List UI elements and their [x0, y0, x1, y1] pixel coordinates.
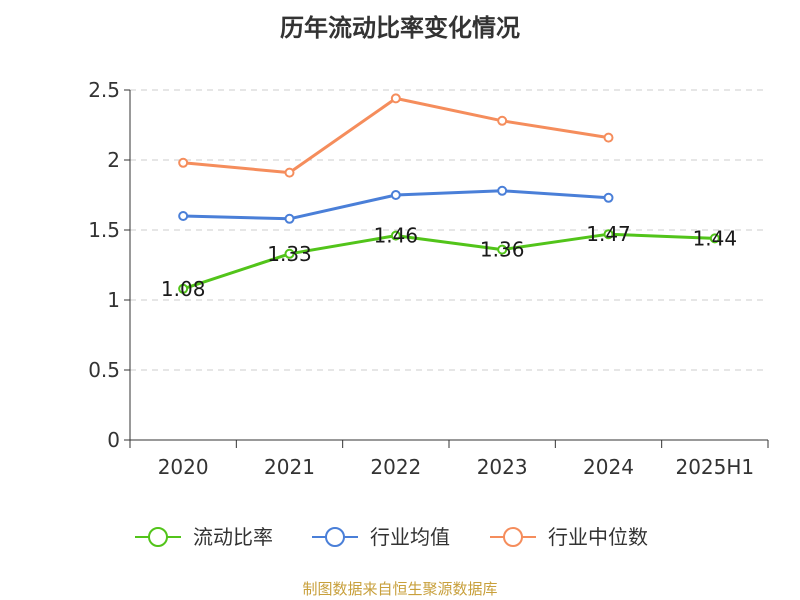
- data-point: [497, 244, 508, 255]
- data-label: 1.44: [693, 226, 738, 250]
- data-point: [603, 192, 614, 203]
- source-note: 制图数据来自恒生聚源数据库: [302, 580, 498, 598]
- data-point: [284, 167, 295, 178]
- y-tick-label: 2.5: [88, 78, 120, 102]
- x-tick-label: 2025H1: [675, 455, 754, 479]
- data-point: [603, 229, 614, 240]
- chart-title: 历年流动比率变化情况: [280, 14, 520, 42]
- y-tick-label: 0.5: [88, 358, 120, 382]
- legend-marker: [503, 527, 523, 547]
- legend-label: 行业均值: [370, 525, 450, 549]
- series-line: [182, 232, 715, 291]
- data-label: 1.08: [161, 277, 206, 301]
- data-point: [497, 185, 508, 196]
- data-point: [178, 283, 189, 294]
- series-line: [183, 96, 609, 175]
- data-point: [390, 93, 401, 104]
- data-point: [178, 211, 189, 221]
- x-tick-label: 2020: [158, 455, 209, 479]
- x-tick-label: 2021: [264, 455, 315, 479]
- x-tick-label: 2022: [370, 455, 421, 479]
- legend-marker: [148, 527, 168, 547]
- y-tick-label: 1: [107, 288, 120, 312]
- data-point: [284, 248, 295, 259]
- legend-label: 流动比率: [193, 525, 273, 549]
- x-tick-label: 2024: [583, 455, 634, 479]
- data-label: 1.47: [586, 222, 631, 246]
- data-point: [178, 157, 189, 168]
- data-point: [284, 213, 295, 224]
- data-point: [390, 230, 401, 241]
- data-point: [709, 233, 720, 244]
- data-point: [603, 132, 614, 143]
- data-label: 1.36: [480, 238, 525, 262]
- data-point: [497, 115, 508, 126]
- legend-marker: [325, 527, 345, 547]
- x-tick-label: 2023: [477, 455, 528, 479]
- y-tick-label: 2: [107, 148, 120, 172]
- data-label: 1.33: [267, 242, 312, 266]
- data-label: 1.46: [374, 224, 419, 248]
- y-tick-label: 0: [107, 428, 120, 452]
- data-point: [390, 190, 401, 200]
- legend-label: 行业中位数: [548, 525, 648, 549]
- y-tick-label: 1.5: [88, 218, 120, 242]
